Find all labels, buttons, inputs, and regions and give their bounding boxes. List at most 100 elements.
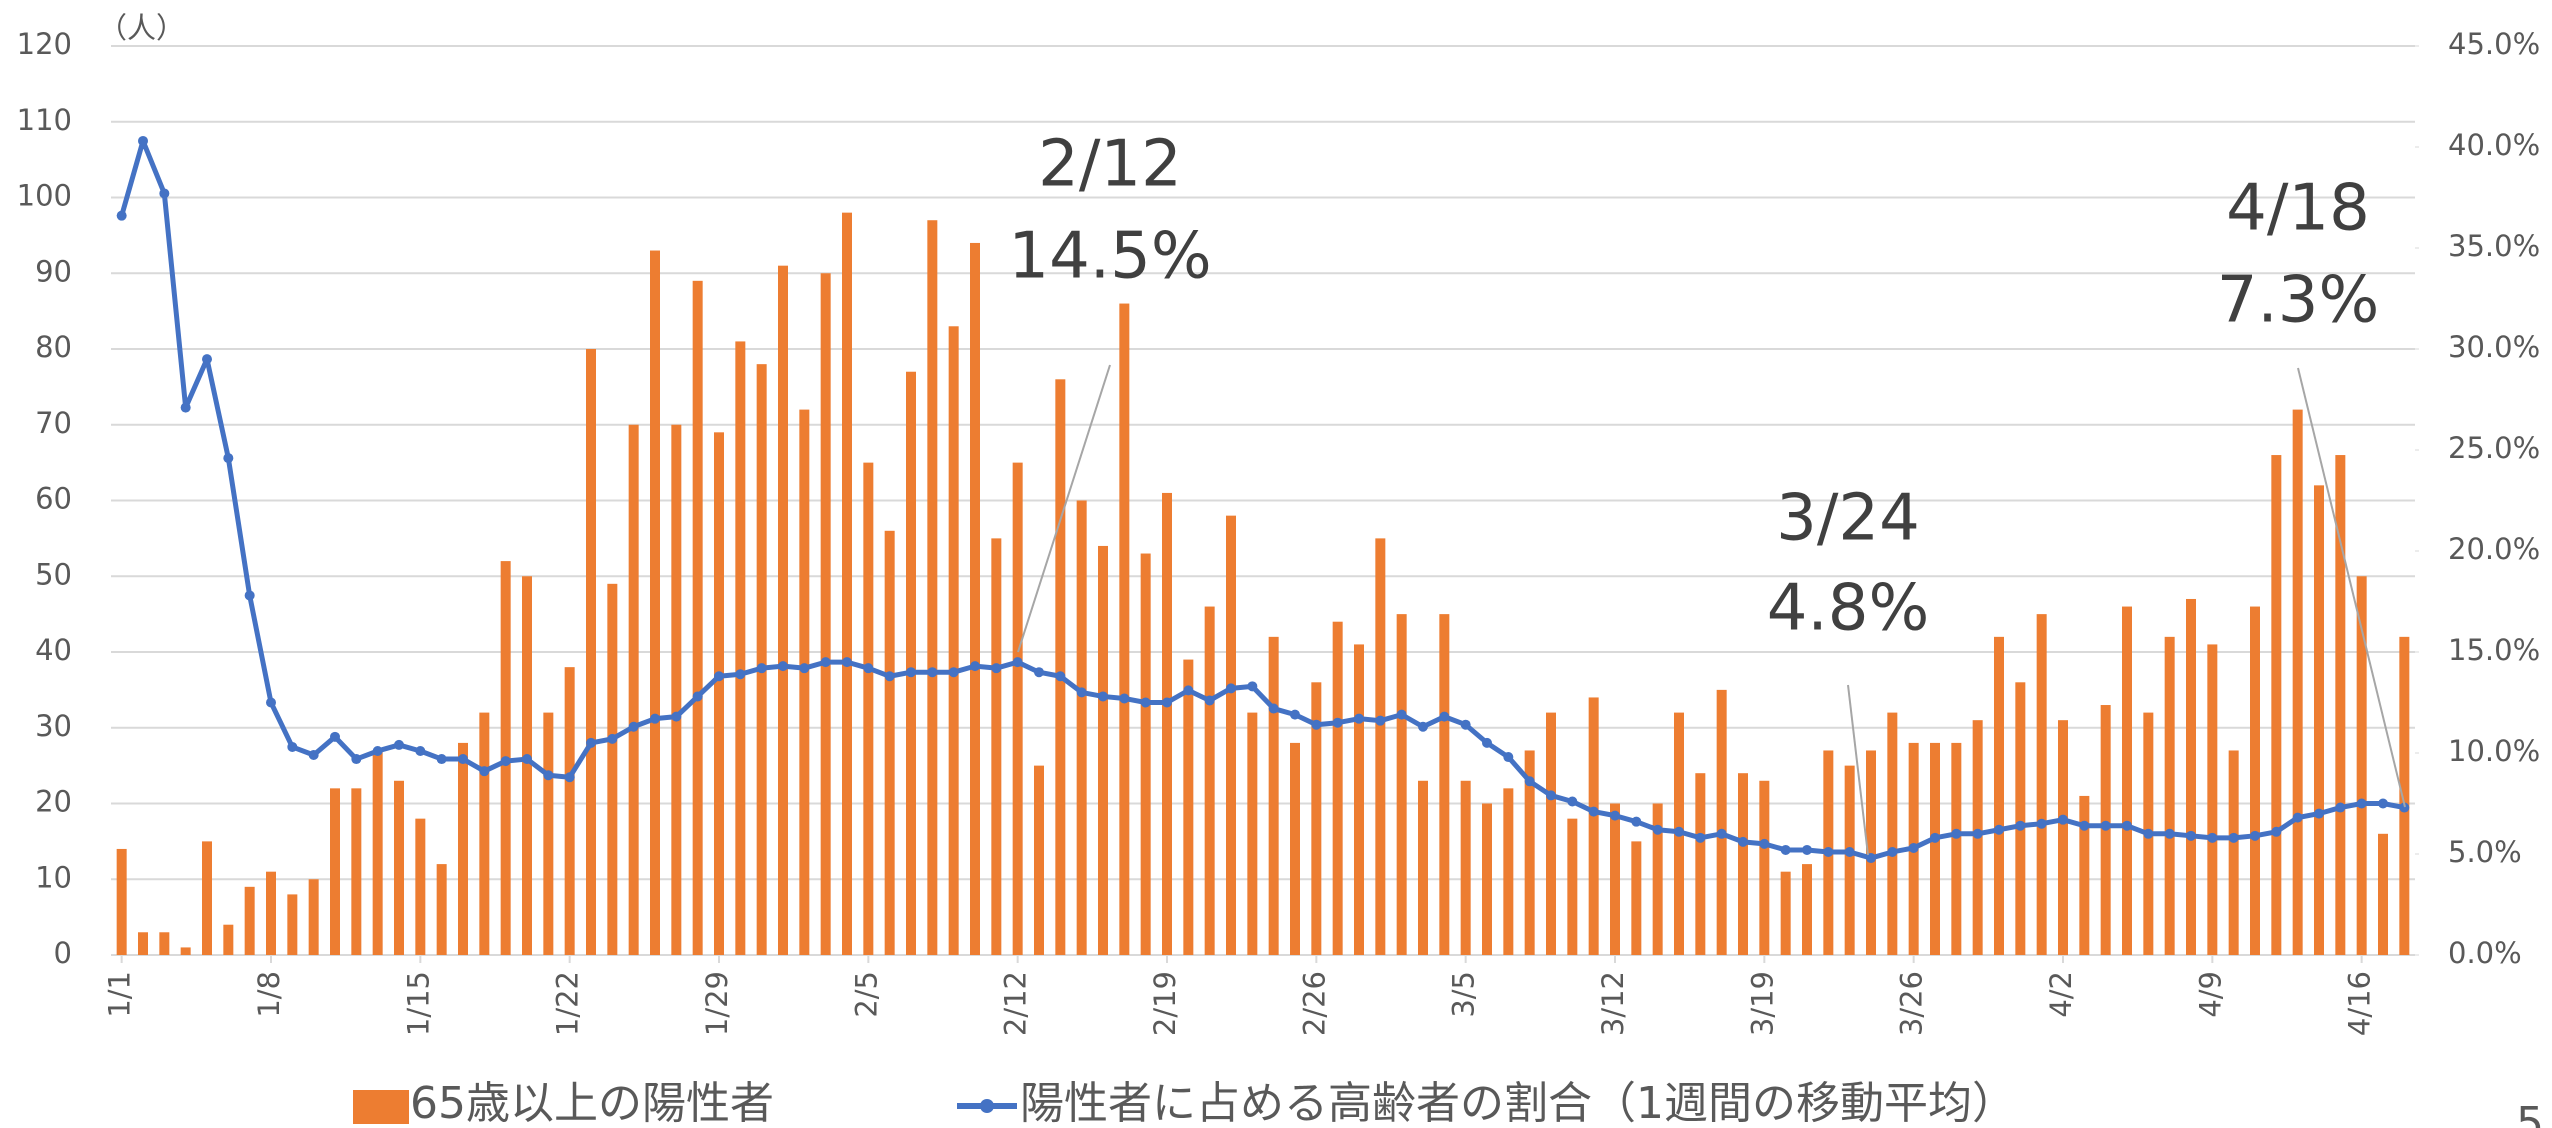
line-marker [1588, 806, 1599, 817]
bar [543, 712, 554, 955]
bar [202, 841, 212, 955]
line-marker [927, 667, 938, 678]
bar [1567, 818, 1578, 955]
line-marker [522, 754, 532, 765]
line-marker [1951, 828, 1962, 839]
bar [1652, 803, 1663, 955]
bar [1311, 682, 1322, 955]
line-marker [1418, 721, 1428, 732]
bar [330, 788, 340, 955]
line-marker [1098, 691, 1108, 702]
y-tick-label: 30 [35, 709, 72, 743]
y-unit-label: （人） [98, 11, 185, 45]
line-marker [223, 453, 234, 464]
bar [1716, 689, 1727, 955]
line-marker [479, 766, 490, 777]
bar [1076, 500, 1087, 955]
bar [1631, 841, 1642, 955]
bar [1460, 780, 1471, 955]
bar [1332, 621, 1343, 955]
y2-tick-label: 20.0% [2448, 532, 2540, 566]
line-marker [1268, 703, 1279, 714]
x-tick-label: 4/16 [2343, 971, 2377, 1036]
bar [1226, 515, 1236, 955]
bar [1994, 636, 2004, 955]
bar [116, 848, 127, 955]
bar [2015, 682, 2026, 955]
bar [799, 409, 810, 956]
x-tick-label: 3/5 [1447, 971, 1481, 1018]
bar [1802, 864, 1812, 955]
line-marker [266, 697, 276, 708]
bar [2399, 636, 2410, 955]
y-tick-label: 50 [35, 557, 72, 591]
x-tick-label: 1/22 [551, 971, 585, 1036]
bar [372, 750, 383, 955]
annotation-date: 4/18 [2226, 172, 2370, 246]
line-marker [1055, 671, 1066, 682]
line-marker [863, 663, 874, 674]
x-tick-label: 3/19 [1745, 971, 1779, 1036]
line-marker [1162, 697, 1172, 708]
bar [2207, 644, 2218, 955]
y2-tick-label: 25.0% [2448, 431, 2540, 465]
y-tick-label: 90 [35, 254, 72, 288]
line-marker [2378, 798, 2388, 809]
bar [1119, 303, 1130, 955]
bar [351, 788, 362, 955]
bar [564, 667, 575, 955]
line-marker [1247, 681, 1258, 692]
bar [1951, 742, 1962, 955]
line-marker [778, 661, 788, 672]
line-marker [415, 745, 426, 756]
x-tick-label: 4/2 [2044, 971, 2078, 1018]
line-marker [842, 657, 852, 668]
bar [1354, 644, 1364, 955]
annotation-value: 14.5% [1008, 220, 1211, 294]
y-tick-label: 110 [17, 103, 72, 137]
line-marker [1930, 832, 1940, 843]
line-marker [1866, 853, 1876, 864]
line-marker [2036, 818, 2047, 829]
line-marker [138, 135, 148, 146]
line-marker [607, 733, 618, 744]
y2-tick-label: 15.0% [2448, 633, 2540, 667]
x-tick-label: 2/19 [1148, 971, 1182, 1036]
line-marker [2250, 830, 2260, 841]
line-marker [2335, 802, 2346, 813]
bar [884, 530, 895, 955]
bar [2186, 598, 2196, 955]
bar [2314, 485, 2324, 955]
bar [458, 742, 468, 955]
bar [1204, 606, 1215, 955]
bar [1418, 780, 1428, 955]
line-marker [2058, 814, 2068, 825]
line-marker [1695, 832, 1706, 843]
y2-tick-label: 30.0% [2448, 330, 2540, 364]
bar [244, 886, 255, 955]
bar [671, 424, 682, 955]
line-marker [714, 671, 724, 682]
bar [2378, 833, 2388, 955]
x-tick-label: 3/26 [1895, 971, 1929, 1036]
bar [1140, 553, 1151, 955]
bar [1055, 379, 1066, 955]
legend-swatch [353, 1090, 409, 1124]
line-marker [906, 667, 916, 678]
x-tick-label: 2/26 [1297, 971, 1331, 1036]
bar [1930, 742, 1940, 955]
bar [180, 947, 191, 955]
line-marker [884, 671, 895, 682]
bar [1546, 712, 1556, 955]
line-marker [586, 737, 596, 748]
line-marker [2271, 826, 2282, 837]
annotation-leader [1017, 364, 1111, 653]
line-marker [991, 663, 1002, 674]
line-marker [1332, 717, 1343, 728]
line-marker [1652, 824, 1663, 835]
line-marker [244, 590, 255, 601]
x-tick-label: 3/12 [1596, 971, 1630, 1036]
bar [1588, 697, 1599, 955]
bar [1268, 636, 1279, 955]
bar [1375, 538, 1386, 955]
